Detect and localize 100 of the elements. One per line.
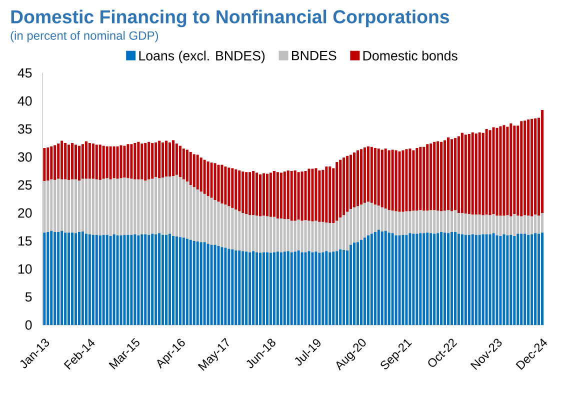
bar — [162, 178, 164, 235]
bar — [192, 154, 196, 188]
bar — [126, 178, 130, 235]
bar — [276, 172, 279, 219]
bar — [513, 236, 516, 325]
bar — [297, 250, 300, 325]
bar — [488, 130, 492, 216]
bar — [234, 169, 238, 210]
bar — [304, 170, 307, 220]
bar — [283, 219, 286, 252]
bar — [300, 220, 304, 252]
bar — [144, 234, 147, 325]
bar — [492, 214, 495, 234]
bar — [137, 179, 140, 236]
bar — [300, 172, 304, 221]
bar — [269, 216, 272, 253]
bar — [478, 132, 481, 215]
bar — [444, 210, 446, 233]
bar — [120, 235, 122, 325]
bar — [524, 120, 526, 216]
bar — [84, 178, 88, 234]
bar — [454, 232, 456, 325]
bar — [134, 142, 136, 180]
bar — [408, 148, 412, 212]
bar — [422, 233, 426, 325]
bar — [311, 252, 314, 325]
bar — [314, 220, 318, 252]
bar — [210, 198, 213, 245]
y-tick-label: 40 — [18, 96, 32, 106]
bar — [186, 238, 188, 325]
bar — [328, 252, 332, 325]
bar — [88, 178, 91, 234]
bar — [123, 178, 126, 235]
bar — [242, 251, 244, 325]
chart-title: Domestic Financing to Nonfinancial Corporations — [11, 10, 450, 28]
bar — [210, 162, 213, 198]
bar — [158, 178, 161, 234]
bar — [460, 132, 464, 213]
chart-subtitle: (in percent of nominal GDP) — [10, 31, 158, 42]
bar — [228, 168, 230, 206]
bar — [276, 218, 279, 252]
bar — [336, 162, 338, 221]
legend-label: Domestic bonds — [363, 50, 458, 60]
bar — [412, 150, 415, 211]
bar — [353, 152, 356, 208]
bar — [322, 252, 324, 325]
bar — [360, 204, 362, 240]
bar — [534, 233, 537, 325]
bar — [297, 172, 300, 220]
bar — [471, 214, 474, 234]
bar — [92, 178, 94, 235]
bar — [286, 170, 290, 220]
bar — [485, 214, 488, 234]
bar — [450, 232, 453, 325]
bar — [95, 234, 98, 325]
bar — [165, 176, 168, 235]
bar — [43, 232, 46, 325]
bar — [366, 202, 370, 236]
bar — [416, 148, 418, 211]
bar — [457, 234, 460, 325]
bar — [130, 144, 133, 179]
bar — [81, 231, 84, 325]
bar — [412, 210, 415, 234]
bar — [422, 210, 426, 234]
bar — [46, 180, 50, 232]
bar — [499, 236, 502, 325]
bar — [377, 206, 380, 230]
bar — [436, 210, 440, 234]
bar — [78, 180, 80, 232]
bar — [168, 234, 171, 325]
bar — [154, 177, 158, 234]
bar — [182, 148, 185, 180]
bar — [196, 189, 199, 242]
bar — [60, 140, 64, 180]
y-tick-label: 25 — [18, 180, 32, 190]
bar — [478, 234, 481, 325]
bar — [440, 232, 443, 325]
bar — [68, 144, 70, 180]
bar — [541, 212, 544, 233]
bar — [106, 178, 108, 235]
bar — [106, 146, 108, 178]
bar — [370, 234, 373, 325]
bar — [471, 234, 474, 325]
bar — [266, 216, 268, 252]
bar — [220, 164, 224, 204]
bar — [304, 220, 307, 252]
bar — [286, 251, 290, 325]
bar — [524, 234, 526, 325]
bar — [217, 164, 220, 202]
bar — [447, 137, 450, 210]
bar — [234, 210, 238, 251]
y-tick-label: 0 — [25, 320, 32, 330]
bar — [388, 232, 390, 325]
bar — [342, 250, 346, 325]
bar — [468, 214, 470, 235]
bar — [238, 170, 241, 212]
bar — [346, 156, 349, 212]
bar — [290, 252, 293, 325]
bar — [92, 234, 94, 325]
bar — [88, 234, 91, 325]
